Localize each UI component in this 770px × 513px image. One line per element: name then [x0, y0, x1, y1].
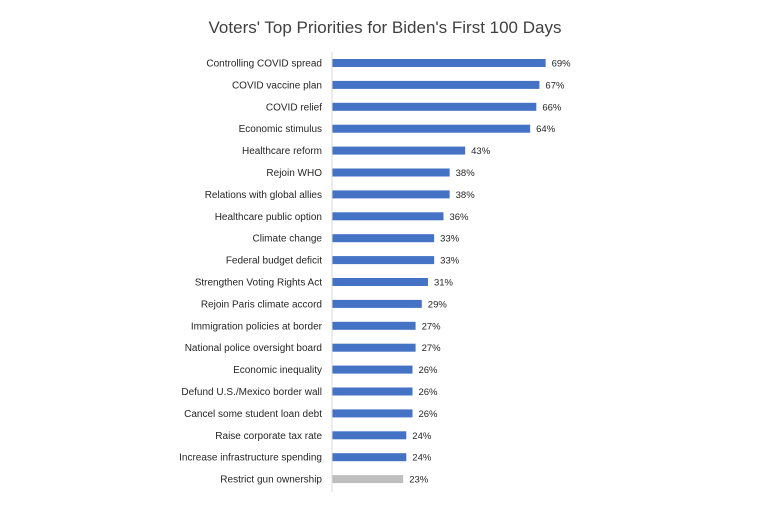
bar: [332, 453, 407, 462]
bar: [332, 409, 413, 418]
data-label: 26%: [418, 409, 438, 420]
data-label: 23%: [409, 475, 429, 486]
category-label: Climate change: [253, 234, 323, 245]
data-label: 33%: [440, 256, 460, 267]
category-label: Cancel some student loan debt: [184, 409, 322, 420]
data-label: 29%: [428, 299, 448, 310]
bar: [332, 256, 435, 265]
category-label: Restrict gun ownership: [220, 475, 322, 486]
data-label: 26%: [418, 365, 438, 376]
data-label: 26%: [418, 387, 438, 398]
category-label: Controlling COVID spread: [206, 59, 322, 70]
bars-group: Controlling COVID spread 69% COVID vaccine…: [179, 59, 571, 486]
category-label: Federal budget deficit: [226, 256, 322, 267]
bar: [332, 365, 413, 374]
bar: [332, 212, 444, 221]
category-label: Raise corporate tax rate: [215, 431, 322, 442]
data-label: 36%: [449, 212, 469, 223]
data-label: 24%: [412, 453, 432, 464]
category-label: Healthcare public option: [215, 212, 322, 223]
category-label: Rejoin WHO: [266, 168, 322, 179]
data-label: 66%: [542, 102, 562, 113]
category-label: Defund U.S./Mexico border wall: [181, 387, 322, 398]
category-label: Relations with global allies: [205, 190, 322, 201]
chart-title: Voters' Top Priorities for Biden's First…: [209, 18, 562, 37]
bar: [332, 299, 422, 308]
bar: [332, 234, 435, 243]
bar: [332, 321, 416, 330]
category-label: Immigration policies at border: [191, 321, 323, 332]
bar: [332, 475, 404, 484]
bar: [332, 343, 416, 352]
category-label: Increase infrastructure spending: [179, 453, 322, 464]
data-label: 27%: [422, 321, 442, 332]
bar: [332, 190, 450, 199]
bar: [332, 102, 537, 111]
bar: [332, 168, 450, 177]
category-label: Economic stimulus: [239, 124, 322, 135]
category-label: Economic inequality: [233, 365, 322, 376]
data-label: 38%: [456, 190, 476, 201]
bar: [332, 278, 428, 286]
category-label: National police oversight board: [185, 343, 322, 354]
category-label: Strengthen Voting Rights Act: [195, 278, 323, 289]
data-label: 31%: [434, 278, 454, 289]
bar: [332, 431, 407, 440]
bar: [332, 387, 413, 396]
data-label: 67%: [545, 80, 565, 91]
category-label: COVID vaccine plan: [232, 80, 322, 91]
category-label: Rejoin Paris climate accord: [201, 299, 322, 310]
category-label: Healthcare reform: [242, 146, 322, 157]
data-label: 24%: [412, 431, 432, 442]
data-label: 38%: [456, 168, 476, 179]
category-label: COVID relief: [266, 102, 322, 113]
bar: [332, 80, 540, 89]
bar: [332, 59, 546, 67]
bar: [332, 124, 531, 133]
data-label: 43%: [471, 146, 491, 157]
data-label: 64%: [536, 124, 556, 135]
bar: [332, 146, 466, 155]
data-label: 33%: [440, 234, 460, 245]
data-label: 27%: [422, 343, 442, 354]
data-label: 69%: [552, 59, 572, 70]
